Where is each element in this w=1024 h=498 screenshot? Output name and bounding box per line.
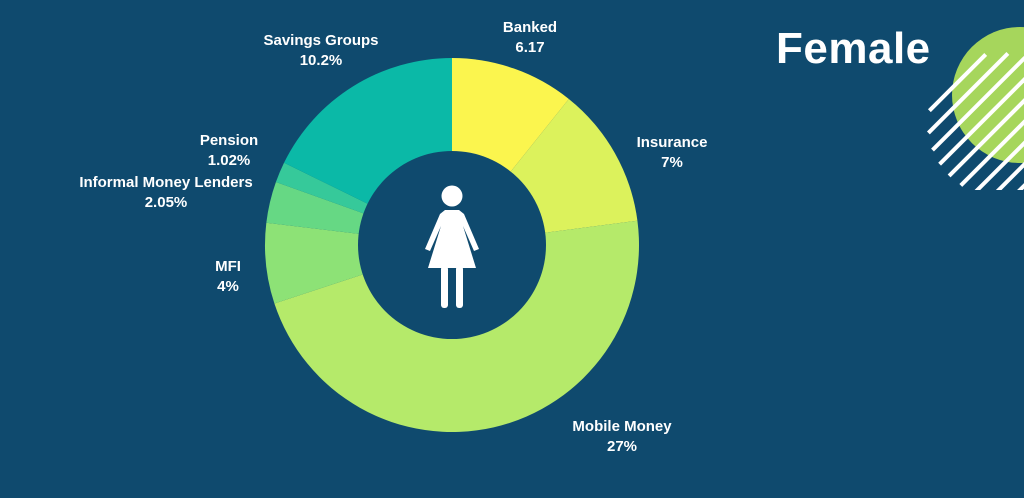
category-label: Pension	[200, 131, 258, 151]
label-insurance: Insurance 7%	[637, 133, 708, 173]
label-savings-groups: Savings Groups 10.2%	[263, 31, 378, 71]
label-mobile-money: Mobile Money 27%	[572, 417, 671, 457]
value-label: 27%	[572, 437, 671, 457]
value-label: 4%	[215, 277, 241, 297]
category-label: Savings Groups	[263, 31, 378, 51]
category-label: Mobile Money	[572, 417, 671, 437]
category-label: Informal Money Lenders	[79, 173, 252, 193]
value-label: 1.02%	[200, 151, 258, 171]
category-label: MFI	[215, 257, 241, 277]
chart-title: Female	[776, 24, 931, 74]
value-label: 10.2%	[263, 51, 378, 71]
label-mfi: MFI 4%	[215, 257, 241, 297]
value-label: 2.05%	[79, 193, 252, 213]
label-banked: Banked 6.17	[503, 18, 557, 58]
label-pension: Pension 1.02%	[200, 131, 258, 171]
category-label: Insurance	[637, 133, 708, 153]
category-label: Banked	[503, 18, 557, 38]
label-informal-money-lenders: Informal Money Lenders 2.05%	[79, 173, 252, 213]
value-label: 7%	[637, 153, 708, 173]
decorative-circles	[928, 27, 1024, 197]
value-label: 6.17	[503, 38, 557, 58]
